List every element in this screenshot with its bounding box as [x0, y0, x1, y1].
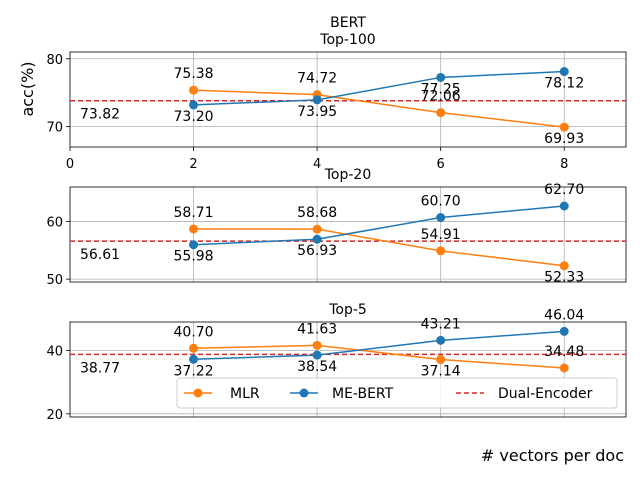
subplots: Top-100 70 80 0 2 4 6 8 73.82 75.38 74.72 72.06 69.9…	[46, 32, 627, 423]
mlr-data-label: 69.93	[544, 131, 584, 147]
subplot-top-5: Top-5 20 40 38.77 40.70 41.63 37.14 34.48 37.22 3…	[46, 302, 627, 423]
mlr-data-label: 58.71	[174, 205, 214, 221]
x-tick-label: 2	[189, 157, 197, 172]
mebert-series-line	[193, 330, 565, 361]
mlr-data-label: 34.48	[544, 344, 584, 360]
mebert-data-point	[189, 354, 199, 364]
mlr-data-point	[559, 363, 569, 373]
mlr-data-point	[436, 246, 446, 256]
y-tick-label: 60	[46, 216, 63, 231]
mlr-data-point	[189, 224, 199, 234]
y-tick-label: 20	[46, 408, 63, 423]
mlr-data-label: 40.70	[174, 324, 214, 340]
mebert-data-point	[436, 213, 446, 223]
y-tick-label: 80	[46, 53, 63, 68]
mlr-data-label: 75.38	[174, 66, 214, 82]
plot-frame	[69, 51, 627, 148]
legend: MLR ME-BERT Dual-Encoder	[176, 377, 618, 409]
y-tick-label: 50	[46, 273, 63, 288]
mebert-data-label: 46.04	[544, 307, 584, 323]
x-axis-label: # vectors per doc	[481, 446, 624, 465]
subplot-title: Top-100	[319, 32, 375, 48]
mlr-data-point	[189, 343, 199, 353]
x-tick-label: 8	[560, 157, 568, 172]
mlr-series-line	[193, 344, 565, 369]
figure-suptitle: BERT	[330, 15, 366, 31]
x-tick-label: 0	[66, 157, 74, 172]
subplot-title: Top-20	[324, 167, 372, 183]
mebert-series-line	[193, 205, 565, 246]
mlr-data-label: 74.72	[297, 71, 337, 87]
mlr-series-line	[193, 228, 565, 267]
mebert-data-label: 56.93	[297, 243, 337, 259]
y-axis-label: acc(%)	[18, 61, 37, 116]
dual-encoder-label: 56.61	[80, 247, 120, 263]
mebert-data-label: 78.12	[544, 76, 584, 92]
mebert-data-label: 43.21	[421, 316, 461, 332]
y-tick-label: 40	[46, 345, 63, 360]
mebert-data-point	[436, 72, 446, 82]
mebert-data-point	[436, 335, 446, 345]
mebert-data-label: 73.95	[297, 104, 337, 120]
mlr-series-line	[193, 89, 565, 128]
mlr-data-point	[559, 261, 569, 271]
mlr-data-point	[436, 108, 446, 118]
legend-dual-encoder-label: Dual-Encoder	[498, 386, 593, 402]
subplot-top-20: Top-20 50 60 56.61 58.71 58.68 54.91 52.33 55.98…	[46, 167, 627, 288]
mebert-data-point	[559, 326, 569, 336]
mebert-data-label: 77.25	[421, 81, 461, 97]
legend-mlr-label: MLR	[230, 386, 260, 402]
mlr-data-point	[312, 224, 322, 234]
mlr-data-label: 41.63	[297, 321, 337, 337]
legend-box	[176, 377, 618, 409]
mlr-data-point	[559, 122, 569, 132]
y-tick-label: 70	[46, 121, 63, 136]
mlr-data-point	[189, 85, 199, 95]
mebert-data-label: 73.20	[174, 109, 214, 125]
mlr-data-label: 54.91	[421, 227, 461, 243]
mlr-data-label: 37.14	[421, 364, 461, 380]
mebert-data-label: 38.54	[297, 359, 337, 375]
mebert-data-point	[312, 234, 322, 244]
mebert-data-point	[559, 67, 569, 77]
mebert-data-label: 55.98	[174, 249, 214, 265]
legend-mebert-marker	[299, 388, 309, 398]
subplot-top-100: Top-100 70 80 0 2 4 6 8 73.82 75.38 74.72 72.06 69.9…	[46, 32, 627, 172]
x-tick-label: 6	[437, 157, 445, 172]
mebert-data-point	[312, 350, 322, 360]
mlr-data-point	[312, 340, 322, 350]
mebert-data-point	[189, 240, 199, 250]
dual-encoder-label: 73.82	[80, 107, 120, 123]
dual-encoder-label: 38.77	[80, 360, 120, 376]
mlr-data-label: 58.68	[297, 205, 337, 221]
mlr-data-label: 72.06	[421, 89, 461, 105]
subplot-title: Top-5	[328, 302, 367, 318]
mebert-data-point	[189, 100, 199, 110]
mebert-series-line	[193, 70, 565, 106]
mlr-data-label: 52.33	[544, 270, 584, 286]
mebert-data-label: 37.22	[174, 363, 214, 379]
x-tick-label: 4	[313, 157, 321, 172]
legend-mlr-marker	[193, 388, 203, 398]
legend-mebert-label: ME-BERT	[332, 386, 394, 402]
plot-frame	[69, 321, 627, 418]
plot-frame	[69, 186, 627, 283]
mebert-data-label: 60.70	[421, 194, 461, 210]
mebert-data-point	[312, 95, 322, 105]
mebert-data-label: 62.70	[544, 182, 584, 198]
mebert-data-point	[559, 201, 569, 211]
mlr-data-point	[436, 355, 446, 365]
